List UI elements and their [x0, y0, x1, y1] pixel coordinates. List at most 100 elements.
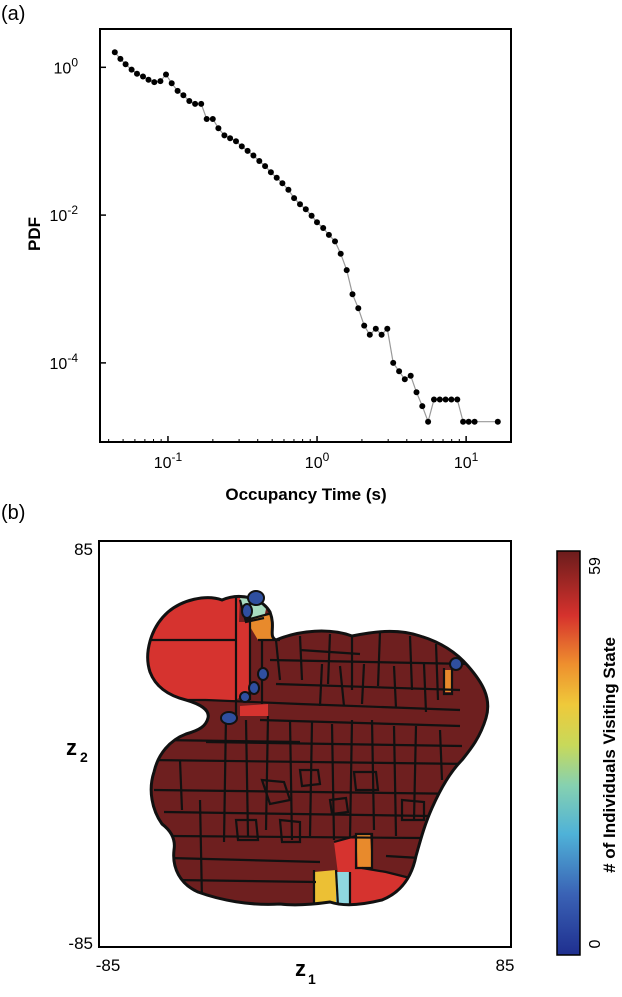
region-boundary [149, 758, 471, 766]
data-point [302, 206, 309, 213]
top-blue-region-2 [241, 603, 253, 619]
colorbar-max-label: 59 [587, 557, 604, 575]
region-boundary [275, 682, 461, 692]
data-point [238, 143, 245, 150]
data-point [215, 125, 222, 132]
data-point [117, 55, 124, 62]
data-point [273, 174, 280, 181]
data-point [122, 61, 129, 68]
data-point [413, 389, 420, 396]
data-point [314, 219, 320, 226]
region-boundary [338, 665, 346, 707]
data-point [227, 135, 234, 142]
data-point [279, 180, 286, 187]
data-point [140, 73, 146, 80]
data-point [128, 66, 135, 73]
data-point [442, 396, 449, 403]
data-point [145, 76, 152, 83]
region-boundary [159, 738, 301, 744]
data-point [308, 212, 315, 219]
data-point [372, 325, 379, 332]
region-boundary [328, 796, 350, 816]
data-point [250, 152, 257, 159]
large-left-red-region [147, 596, 240, 700]
region-boundary [392, 665, 398, 709]
region-boundary [278, 818, 302, 844]
y-tick-label: 10-2 [50, 203, 79, 225]
z2-label-main: z [66, 735, 77, 760]
colorbar-title: # of Individuals Visiting State [600, 637, 619, 873]
data-point [163, 71, 169, 78]
data-point [465, 418, 472, 425]
data-point [291, 195, 298, 202]
region-boundary [205, 740, 463, 748]
region-boundary [354, 832, 374, 870]
z1-label-main: z [295, 956, 306, 981]
data-point [285, 186, 292, 193]
data-point [448, 396, 455, 403]
data-point [419, 403, 426, 410]
region-boundary [259, 718, 461, 728]
data-point [425, 418, 432, 425]
region-boundary [438, 729, 444, 781]
y-tick-label: 10-4 [50, 351, 79, 373]
left-corridor-blue-region-1 [257, 667, 269, 681]
region-boundary [330, 723, 336, 841]
region-boundary [333, 834, 357, 844]
region-boundary [234, 818, 260, 842]
data-point [401, 376, 408, 383]
region-boundary [392, 725, 398, 837]
left-corridor-blue-region-3 [239, 691, 251, 703]
data-point [192, 100, 199, 107]
left-corridor-blue-region-2 [248, 681, 260, 695]
data-point [343, 267, 350, 274]
data-point [325, 231, 332, 238]
data-point [157, 78, 164, 85]
x-tick-label: 10-1 [154, 450, 183, 472]
panel-a-chart: 10-1 100 101 100 10-2 10-4 Occupancy Time (s… [25, 28, 512, 504]
data-point [244, 147, 251, 154]
region-boundary [326, 633, 332, 685]
region-boundary [434, 643, 440, 701]
region-boundary [163, 810, 431, 818]
data-point [431, 396, 437, 403]
z1-axis-label: z 1 [295, 956, 316, 987]
data-point [198, 100, 205, 107]
data-point [233, 138, 239, 145]
data-point [168, 80, 175, 87]
colorbar-min-label: 0 [587, 939, 604, 948]
left-corridor-red-region-2 [240, 704, 268, 716]
data-point [221, 132, 228, 139]
data-point [256, 158, 263, 164]
top-blue-region-1 [247, 590, 265, 606]
z1-label-sub: 1 [308, 971, 316, 987]
data-point [436, 396, 443, 403]
data-line [114, 51, 498, 424]
data-point [111, 49, 118, 56]
data-point [407, 372, 414, 379]
left-corridor-red-regions [236, 622, 250, 700]
data-point [355, 305, 362, 312]
left-corridor-blue-region-4 [220, 711, 238, 725]
data-point [390, 359, 397, 366]
z2-axis-label: z 2 [66, 735, 88, 765]
data-point [151, 79, 158, 86]
region-boundary [264, 715, 270, 831]
data-point [267, 169, 274, 176]
data-point [297, 201, 303, 208]
region-boundary [400, 798, 426, 822]
data-point [320, 225, 327, 231]
region-boundary [299, 648, 361, 656]
data-point [396, 368, 403, 375]
region-boundary [376, 631, 382, 687]
panel-b-chart: 85 -85 -85 85 z 1 z 2 59 0 # of Individu… [66, 540, 619, 987]
region-boundary [334, 869, 340, 905]
data-point [349, 291, 356, 298]
region-boundary [260, 778, 292, 806]
region-boundary [244, 719, 250, 837]
region-boundary [412, 725, 418, 821]
plot-a-frame [99, 28, 512, 443]
region-boundary [348, 719, 354, 839]
region-boundary [442, 668, 454, 696]
